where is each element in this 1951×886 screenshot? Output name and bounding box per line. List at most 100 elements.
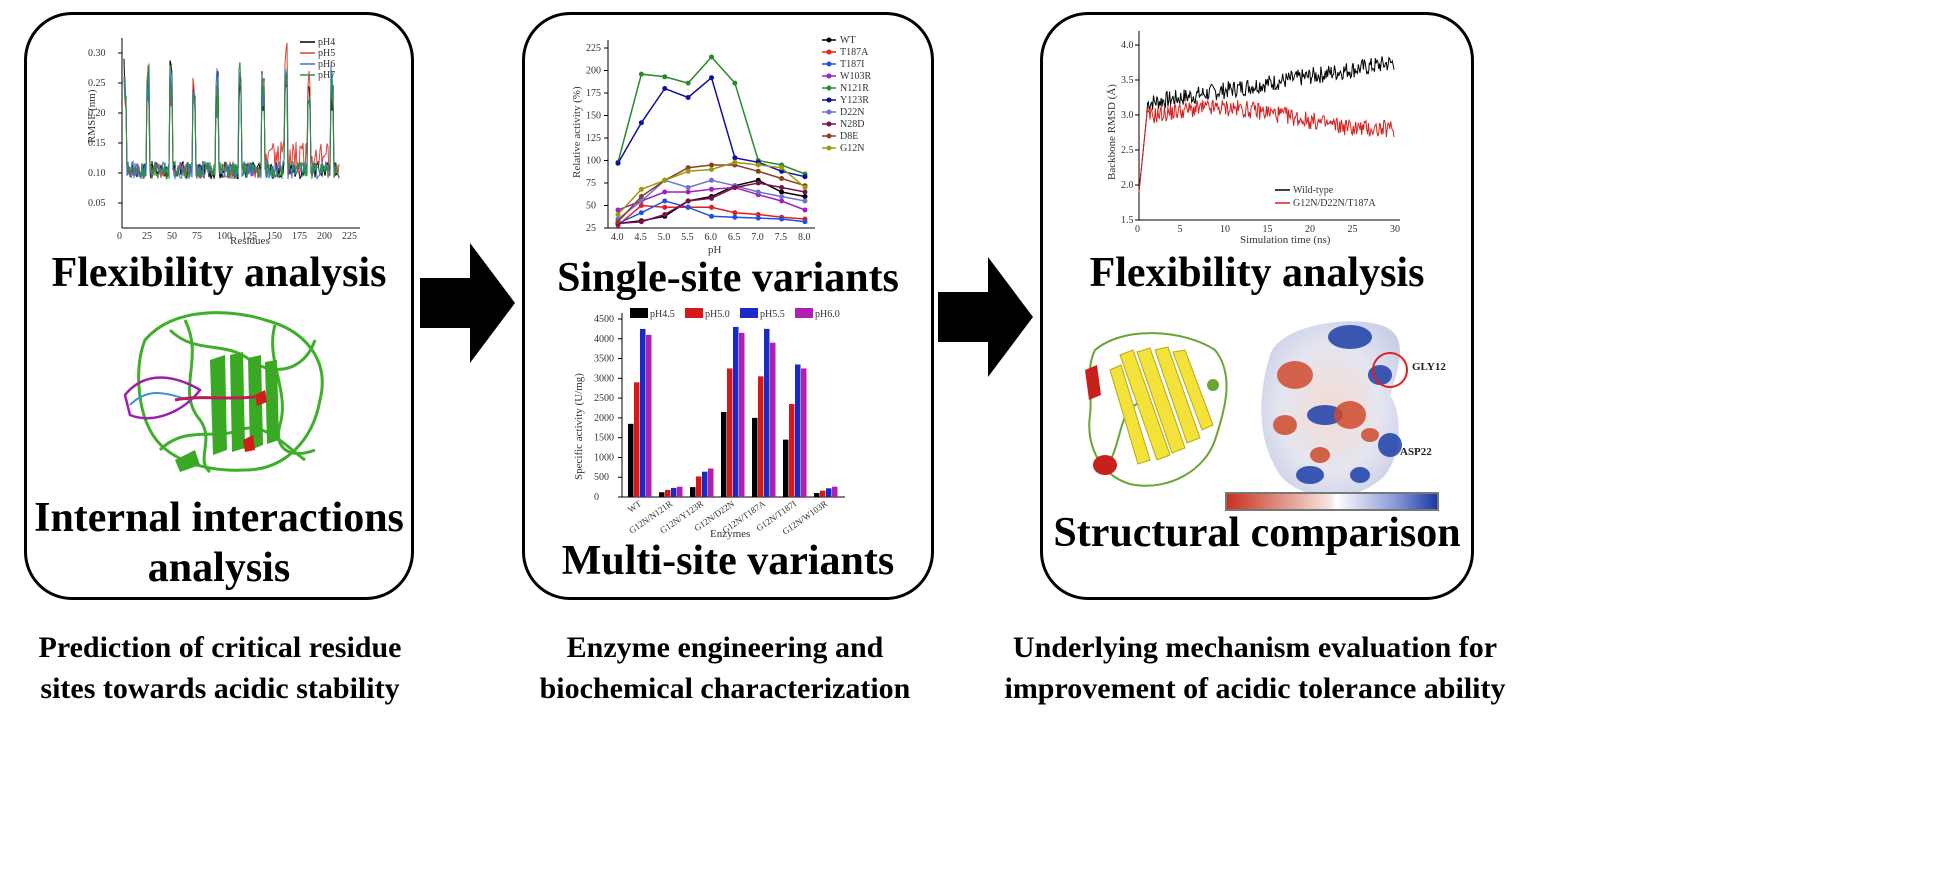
rmsf-legend-label: pH6: [318, 59, 335, 70]
rmsd-xtick: 5: [1178, 224, 1183, 235]
specific-activity-ytick: 3500: [594, 354, 614, 365]
specific-activity-bar: [826, 488, 832, 497]
relative-activity-legend-marker: [826, 85, 832, 91]
relative-activity-point: [709, 167, 714, 172]
specific-activity-bar: [801, 368, 807, 497]
caption-prediction-line2: sites towards acidic stability: [40, 671, 400, 705]
specific-activity-bar: [727, 368, 733, 497]
relative-activity-xtick: 7.5: [775, 232, 788, 243]
specific-activity-xlabel: Enzymes: [710, 528, 750, 540]
relative-activity-point: [685, 204, 691, 210]
relative-activity-xtick: 5.0: [658, 232, 671, 243]
relative-activity-xtick: 8.0: [798, 232, 811, 243]
relative-activity-ytick: 125: [586, 133, 601, 144]
specific-activity-ytick: 4000: [594, 334, 614, 345]
relative-activity-point: [615, 160, 621, 166]
relative-activity-point: [709, 177, 714, 183]
rmsf-xtick: 225: [342, 231, 357, 242]
relative-activity-ytick: 175: [586, 88, 601, 99]
specific-activity-bar: [677, 486, 683, 497]
relative-activity-point: [685, 198, 691, 204]
rmsf-xtick: 50: [167, 231, 177, 242]
relative-activity-point: [755, 180, 761, 186]
relative-activity-xtick: 7.0: [751, 232, 764, 243]
specific-activity-bar: [814, 493, 820, 497]
relative-activity-legend-marker: [826, 121, 832, 127]
rmsd-xtick: 10: [1220, 224, 1230, 235]
relative-activity-legend-label: D22N: [840, 107, 864, 118]
relative-activity-point: [755, 189, 761, 195]
relative-activity-point: [779, 216, 785, 222]
rmsf-xtick: 75: [192, 231, 202, 242]
relative-activity-point: [732, 210, 738, 216]
panel3-top-heading: Flexibility analysis: [1089, 250, 1425, 296]
relative-activity-legend-label: N28D: [840, 119, 864, 130]
relative-activity-point: [779, 176, 785, 181]
specific-activity-bar: [770, 342, 776, 497]
rmsd-ytick: 3.5: [1121, 75, 1134, 86]
protein-structure-green: [123, 311, 324, 474]
relative-activity-point: [638, 120, 644, 126]
specific-activity-bar: [764, 328, 770, 497]
specific-activity-bar: [665, 489, 671, 497]
relative-activity-point: [662, 204, 668, 210]
relative-activity-point: [802, 174, 808, 180]
specific-activity-bar: [659, 492, 665, 497]
rmsd-xtick: 0: [1135, 224, 1140, 235]
rmsd-xtick: 30: [1390, 224, 1400, 235]
relative-activity-legend-label: W103R: [840, 71, 871, 82]
specific-activity-bar: [795, 364, 801, 497]
relative-activity-point: [779, 194, 785, 199]
specific-activity-legend-label: pH6.0: [815, 309, 840, 320]
rmsf-chart: 0.05 0.10 0.15 0.20 0.25 0.30 0 25 50 75 100 125 15…: [86, 37, 360, 247]
rmsd-ytick: 2.5: [1121, 145, 1134, 156]
relative-activity-point: [638, 210, 644, 216]
rmsf-xtick: 100: [217, 231, 232, 242]
relative-activity-point: [732, 185, 738, 190]
relative-activity-legend-marker: [826, 37, 832, 43]
specific-activity-legend-label: pH5.5: [760, 309, 785, 320]
rmsf-xlabel: Residues: [230, 235, 270, 247]
relative-activity-ytick: 75: [586, 178, 596, 189]
panel2-bottom-heading: Multi-site variants: [561, 538, 895, 584]
specific-activity-bar: [820, 490, 826, 497]
specific-activity-legend-swatch: [740, 308, 758, 318]
rmsd-ylabel: Backbone RMSD (Å): [1106, 84, 1118, 180]
relative-activity-point: [662, 189, 668, 195]
relative-activity-point: [732, 159, 738, 165]
relative-activity-point: [755, 215, 761, 221]
rmsd-xtick: 15: [1263, 224, 1273, 235]
specific-activity-ytick: 2500: [594, 393, 614, 404]
arrow-right-icon: [938, 257, 1033, 377]
relative-activity-point: [685, 189, 691, 195]
specific-activity-ytick: 4500: [594, 314, 614, 325]
rmsd-xtick: 25: [1348, 224, 1358, 235]
relative-activity-legend-label: G12N: [840, 143, 864, 154]
relative-activity-legend-marker: [826, 109, 832, 115]
rmsf-ylabel: RMSF (nm): [86, 89, 98, 143]
rmsf-xtick: 150: [267, 231, 282, 242]
panel-enzyme-engineering: [522, 12, 934, 600]
relative-activity-xtick: 4.0: [611, 232, 624, 243]
rmsf-xtick: 200: [317, 231, 332, 242]
rmsf-ytick: 0.20: [88, 108, 106, 119]
specific-activity-bar: [671, 487, 677, 497]
relative-activity-xtick: 6.5: [728, 232, 741, 243]
rmsd-ytick: 2.0: [1121, 180, 1134, 191]
relative-activity-point: [802, 194, 808, 199]
relative-activity-point: [685, 80, 691, 86]
rmsf-trace: [123, 63, 340, 181]
relative-activity-point: [755, 212, 761, 217]
relative-activity-point: [802, 207, 808, 213]
specific-activity-legend-swatch: [630, 308, 648, 318]
rmsf-ytick: 0.25: [88, 78, 106, 89]
relative-activity-ytick: 100: [586, 156, 601, 167]
specific-activity-bar: [832, 486, 838, 497]
caption-prediction: Prediction of critical residue sites tow…: [0, 628, 440, 709]
relative-activity-point: [755, 162, 761, 168]
rmsf-ytick: 0.30: [88, 48, 106, 59]
specific-activity-bar: [789, 404, 795, 497]
relative-activity-point: [732, 155, 738, 161]
electrostatic-scale-bar: [1225, 492, 1439, 511]
